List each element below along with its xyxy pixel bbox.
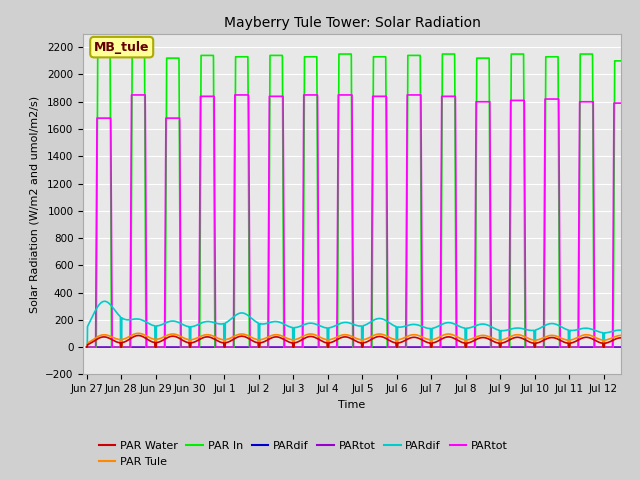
PARdif: [430, 325, 438, 331]
PARdif: [287, 324, 294, 330]
PARtot: [522, 344, 530, 350]
PARdif: [481, 344, 489, 350]
PARtot: [522, 344, 530, 350]
PAR Water: [83, 344, 90, 350]
PAR Tule: [481, 333, 489, 338]
Line: PAR Tule: PAR Tule: [86, 333, 621, 347]
PARdif: [180, 322, 188, 328]
PARtot: [617, 344, 625, 350]
PARdif: [403, 344, 411, 350]
PAR In: [287, 344, 294, 350]
PARdif: [522, 344, 530, 350]
PAR Water: [617, 335, 625, 341]
PARtot: [180, 344, 188, 350]
PAR Water: [134, 333, 142, 338]
PAR Water: [180, 338, 188, 344]
PARtot: [481, 99, 489, 105]
Line: PAR Water: PAR Water: [86, 336, 621, 347]
PARtot: [83, 344, 90, 350]
PARtot: [403, 344, 411, 350]
Title: Mayberry Tule Tower: Solar Radiation: Mayberry Tule Tower: Solar Radiation: [223, 16, 481, 30]
PAR In: [430, 344, 438, 350]
Line: PAR In: PAR In: [86, 47, 621, 347]
PAR Tule: [287, 336, 294, 342]
PARdif: [617, 327, 625, 333]
PAR Tule: [522, 335, 530, 340]
PAR Tule: [617, 333, 625, 338]
PARdif: [180, 344, 188, 350]
PAR In: [481, 55, 489, 61]
PARdif: [83, 344, 90, 350]
Text: MB_tule: MB_tule: [94, 41, 150, 54]
PAR Tule: [134, 330, 142, 336]
PAR Water: [287, 340, 294, 346]
PAR Water: [481, 335, 489, 341]
PAR In: [180, 344, 188, 350]
PARdif: [100, 299, 108, 304]
PARdif: [83, 344, 90, 350]
PAR In: [403, 207, 411, 213]
PAR Tule: [430, 336, 438, 342]
PAR Water: [522, 337, 530, 343]
PARdif: [403, 323, 411, 328]
PAR Water: [403, 336, 411, 342]
Line: PARtot: PARtot: [86, 95, 621, 347]
PAR In: [94, 44, 102, 50]
Legend: PAR Water, PAR Tule, PAR In, PARdif, PARtot, PARdif, PARtot: PAR Water, PAR Tule, PAR In, PARdif, PAR…: [94, 437, 512, 471]
Line: PARdif: PARdif: [86, 301, 621, 347]
Y-axis label: Solar Radiation (W/m2 and umol/m2/s): Solar Radiation (W/m2 and umol/m2/s): [29, 96, 40, 312]
PARtot: [83, 344, 90, 350]
PARdif: [617, 344, 625, 350]
PAR Tule: [403, 334, 411, 339]
PARtot: [617, 100, 625, 106]
PARdif: [287, 344, 294, 350]
PARdif: [522, 327, 530, 333]
PARtot: [128, 92, 136, 98]
PAR Tule: [83, 344, 90, 350]
PAR In: [617, 58, 625, 64]
PARtot: [481, 344, 489, 350]
PAR Tule: [180, 335, 188, 341]
PARtot: [430, 344, 438, 350]
PAR In: [83, 344, 90, 350]
PARtot: [180, 344, 188, 350]
PARtot: [287, 344, 294, 350]
PARdif: [430, 344, 438, 350]
PARdif: [481, 322, 489, 327]
X-axis label: Time: Time: [339, 400, 365, 409]
PAR In: [522, 344, 530, 350]
PARtot: [403, 100, 411, 106]
PAR Water: [430, 340, 438, 346]
PARtot: [287, 344, 294, 350]
PARtot: [430, 344, 438, 350]
